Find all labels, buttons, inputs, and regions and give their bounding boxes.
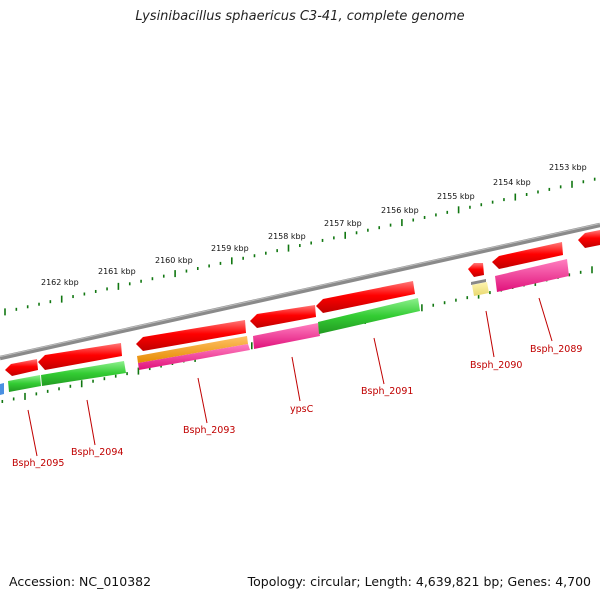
scale-label: 2158 kbp bbox=[268, 232, 306, 241]
genome-summary-text: Topology: circular; Length: 4,639,821 bp… bbox=[247, 574, 591, 589]
cog-bsph-2093-orange[interactable] bbox=[137, 336, 248, 363]
cds-bsph-2093[interactable] bbox=[136, 320, 246, 351]
scale-label: 2155 kbp bbox=[437, 192, 475, 201]
leader-bsph-2091 bbox=[373, 337, 385, 385]
scale-label: 2161 kbp bbox=[98, 267, 136, 276]
cog-track bbox=[0, 259, 569, 395]
leader-bsph-2093 bbox=[197, 377, 208, 424]
scale-label: 2162 kbp bbox=[41, 278, 79, 287]
cds-bsph-2091[interactable] bbox=[316, 281, 415, 313]
cog-blue-segment bbox=[0, 383, 4, 395]
leader-ypsc bbox=[291, 356, 301, 402]
scale-label: 2159 kbp bbox=[211, 244, 249, 253]
scale-labels: 2162 kbp 2161 kbp 2160 kbp 2159 kbp 2158… bbox=[41, 163, 587, 287]
cog-bsph-2089[interactable] bbox=[495, 259, 569, 292]
map-title: Lysinibacillus sphaericus C3-41, complet… bbox=[135, 9, 465, 24]
cds-next[interactable] bbox=[578, 230, 600, 248]
gene-label-ypsc[interactable]: ypsC bbox=[290, 404, 314, 415]
leader-bsph-2095 bbox=[27, 409, 38, 457]
leader-bsph-2090 bbox=[485, 310, 495, 358]
cds-ypsc[interactable] bbox=[250, 305, 316, 328]
gene-label-bsph-2095[interactable]: Bsph_2095 bbox=[12, 458, 64, 469]
gene-label-bsph-2091[interactable]: Bsph_2091 bbox=[361, 386, 413, 397]
cog-bsph-2090-gray bbox=[471, 279, 486, 285]
cog-bsph-2091[interactable] bbox=[318, 298, 420, 334]
cds-bsph-2094[interactable] bbox=[38, 343, 122, 370]
scale-label: 2154 kbp bbox=[493, 178, 531, 187]
cog-bsph-2093-pink[interactable] bbox=[138, 344, 250, 370]
scale-label: 2156 kbp bbox=[381, 206, 419, 215]
cog-ypsc[interactable] bbox=[253, 323, 320, 349]
scale-label: 2160 kbp bbox=[155, 256, 193, 265]
gene-label-bsph-2090[interactable]: Bsph_2090 bbox=[470, 360, 522, 371]
gene-labels: Bsph_2095 Bsph_2094 Bsph_2093 ypsC Bsph_… bbox=[12, 344, 582, 469]
cog-bsph-2094[interactable] bbox=[41, 361, 126, 386]
label-leaders bbox=[27, 297, 553, 457]
scale-label: 2153 kbp bbox=[549, 163, 587, 172]
outer-scale-ticks bbox=[4, 177, 596, 316]
cog-bsph-2095[interactable] bbox=[8, 375, 41, 392]
gene-label-bsph-2093[interactable]: Bsph_2093 bbox=[183, 425, 235, 436]
gene-label-bsph-2089[interactable]: Bsph_2089 bbox=[530, 344, 582, 355]
genome-backbone bbox=[0, 222, 600, 361]
cds-bsph-2089[interactable] bbox=[492, 242, 563, 269]
cds-track bbox=[5, 230, 600, 376]
leader-bsph-2089 bbox=[538, 297, 553, 342]
cds-bsph-2095[interactable] bbox=[5, 359, 38, 376]
cds-bsph-2090[interactable] bbox=[468, 263, 484, 277]
cog-bsph-2090[interactable] bbox=[472, 282, 489, 296]
leader-bsph-2094 bbox=[86, 399, 96, 446]
scale-label: 2157 kbp bbox=[324, 219, 362, 228]
accession-text: Accession: NC_010382 bbox=[9, 574, 152, 589]
genome-backbone-highlight bbox=[0, 223, 600, 358]
gene-label-bsph-2094[interactable]: Bsph_2094 bbox=[71, 447, 123, 458]
